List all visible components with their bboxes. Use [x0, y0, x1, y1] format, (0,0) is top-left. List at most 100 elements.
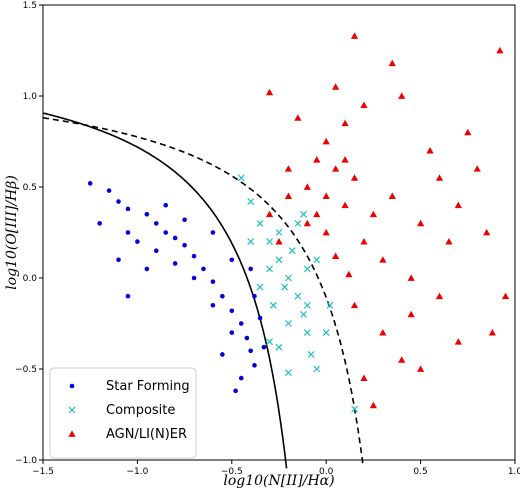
data-point: [454, 338, 462, 345]
data-point: [87, 181, 93, 186]
legend-marker: [68, 430, 76, 437]
legend-label: AGN/LI(N)ER: [106, 427, 187, 442]
data-point: [248, 348, 253, 354]
data-point: [351, 405, 358, 413]
data-point: [417, 365, 425, 372]
data-point: [300, 310, 307, 318]
data-point: [388, 192, 396, 199]
data-point: [464, 128, 472, 136]
data-point: [284, 192, 293, 199]
x-tick-label: 1.0: [508, 467, 520, 477]
data-point: [163, 202, 169, 208]
y-tick-label: −0.5: [15, 365, 37, 375]
data-point: [172, 261, 178, 266]
data-point: [266, 338, 273, 346]
data-point: [488, 329, 496, 336]
data-point: [369, 210, 377, 218]
series-0: [87, 181, 267, 394]
data-point: [445, 238, 453, 245]
data-point: [265, 88, 274, 96]
data-point: [300, 210, 307, 218]
y-axis-label: log10(O[III]/Hβ): [4, 175, 20, 290]
data-point: [379, 256, 387, 263]
x-tick-label: 0.0: [319, 467, 334, 477]
data-point: [191, 253, 197, 259]
data-point: [97, 221, 102, 226]
y-tick-label: 0.5: [23, 183, 37, 193]
data-point: [313, 210, 321, 218]
data-point: [172, 235, 178, 241]
data-point: [294, 219, 302, 227]
data-point: [125, 293, 131, 299]
x-axis-ticks: −1.5 −1.0 −0.5 0.0 0.5 1.0: [32, 460, 520, 477]
data-point: [407, 274, 415, 281]
data-point: [248, 266, 253, 272]
data-point: [369, 401, 377, 409]
data-point: [229, 330, 235, 335]
data-point: [116, 257, 121, 263]
data-point: [332, 165, 340, 172]
data-point: [345, 270, 353, 278]
data-point: [360, 238, 368, 245]
data-point: [201, 266, 206, 272]
data-point: [182, 242, 187, 248]
data-point: [237, 174, 245, 182]
y-tick-label: 0.0: [23, 274, 38, 284]
data-point: [135, 239, 140, 244]
data-point: [483, 228, 491, 236]
data-point: [322, 329, 330, 337]
data-point: [163, 230, 169, 235]
x-tick-label: −1.0: [126, 467, 148, 477]
series-1: [237, 174, 358, 413]
curves-layer: [42, 112, 364, 469]
data-point: [125, 206, 131, 212]
data-point: [322, 192, 330, 199]
data-point: [275, 229, 283, 236]
data-point: [426, 147, 434, 154]
data-point: [182, 217, 187, 223]
legend-label: Composite: [106, 403, 175, 418]
x-tick-label: 0.5: [413, 467, 427, 477]
x-tick-label: −1.5: [32, 467, 54, 477]
data-point: [220, 293, 225, 299]
data-point: [261, 344, 267, 350]
legend-label: Star Forming: [106, 379, 190, 394]
data-point: [275, 238, 283, 245]
data-point: [332, 83, 340, 90]
data-point: [233, 388, 238, 394]
data-point: [303, 219, 311, 227]
data-point: [229, 257, 235, 263]
plot-frame: [42, 4, 516, 461]
data-point: [303, 265, 311, 273]
data-point: [360, 374, 368, 381]
data-point: [294, 292, 302, 300]
data-point: [303, 301, 311, 309]
data-point: [322, 228, 330, 236]
series-2: [265, 32, 510, 409]
data-point: [153, 221, 159, 226]
legend: Star Forming Composite AGN/LI(N)ER: [49, 367, 197, 459]
data-point: [398, 356, 406, 363]
data-point: [116, 199, 121, 204]
data-point: [284, 165, 293, 172]
data-point: [244, 335, 250, 341]
data-point: [220, 352, 225, 357]
data-point: [256, 283, 264, 291]
data-point: [473, 165, 481, 172]
data-point: [313, 256, 321, 264]
legend-marker: [69, 383, 75, 389]
data-point: [238, 321, 244, 326]
data-point: [417, 219, 425, 227]
data-point: [252, 363, 257, 368]
data-point: [288, 247, 296, 255]
data-point: [341, 201, 349, 209]
data-point: [247, 238, 255, 246]
data-point: [238, 375, 244, 381]
data-point: [257, 315, 263, 321]
data-point: [350, 301, 359, 309]
data-point: [496, 46, 504, 54]
data-point: [275, 256, 283, 264]
data-point: [281, 283, 289, 291]
y-tick-label: 1.5: [23, 1, 37, 11]
data-point: [341, 156, 349, 163]
